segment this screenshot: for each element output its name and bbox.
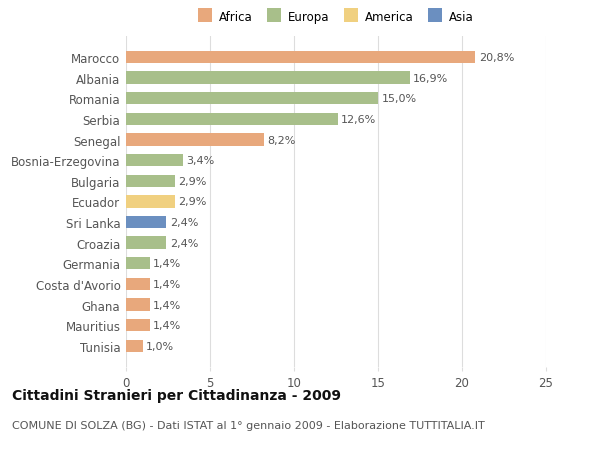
Bar <box>126 299 149 311</box>
Legend: Africa, Europa, America, Asia: Africa, Europa, America, Asia <box>198 11 474 24</box>
Text: Cittadini Stranieri per Cittadinanza - 2009: Cittadini Stranieri per Cittadinanza - 2… <box>12 388 341 402</box>
Bar <box>126 52 475 64</box>
Bar <box>126 196 175 208</box>
Text: 2,4%: 2,4% <box>170 218 198 228</box>
Bar <box>126 134 264 146</box>
Text: COMUNE DI SOLZA (BG) - Dati ISTAT al 1° gennaio 2009 - Elaborazione TUTTITALIA.I: COMUNE DI SOLZA (BG) - Dati ISTAT al 1° … <box>12 420 485 430</box>
Text: 12,6%: 12,6% <box>341 115 376 125</box>
Bar <box>126 319 149 331</box>
Text: 1,0%: 1,0% <box>146 341 174 351</box>
Bar <box>126 257 149 270</box>
Bar <box>126 93 378 105</box>
Bar <box>126 175 175 188</box>
Bar <box>126 155 183 167</box>
Text: 20,8%: 20,8% <box>479 53 514 63</box>
Text: 3,4%: 3,4% <box>187 156 215 166</box>
Text: 8,2%: 8,2% <box>267 135 295 145</box>
Text: 1,4%: 1,4% <box>153 259 181 269</box>
Text: 1,4%: 1,4% <box>153 320 181 330</box>
Text: 2,9%: 2,9% <box>178 176 206 186</box>
Bar <box>126 216 166 229</box>
Bar <box>126 73 410 84</box>
Text: 15,0%: 15,0% <box>382 94 416 104</box>
Text: 2,4%: 2,4% <box>170 238 198 248</box>
Text: 2,9%: 2,9% <box>178 197 206 207</box>
Text: 1,4%: 1,4% <box>153 279 181 289</box>
Text: 1,4%: 1,4% <box>153 300 181 310</box>
Text: 16,9%: 16,9% <box>413 73 449 84</box>
Bar <box>126 113 338 126</box>
Bar <box>126 278 149 291</box>
Bar <box>126 340 143 352</box>
Bar <box>126 237 166 249</box>
